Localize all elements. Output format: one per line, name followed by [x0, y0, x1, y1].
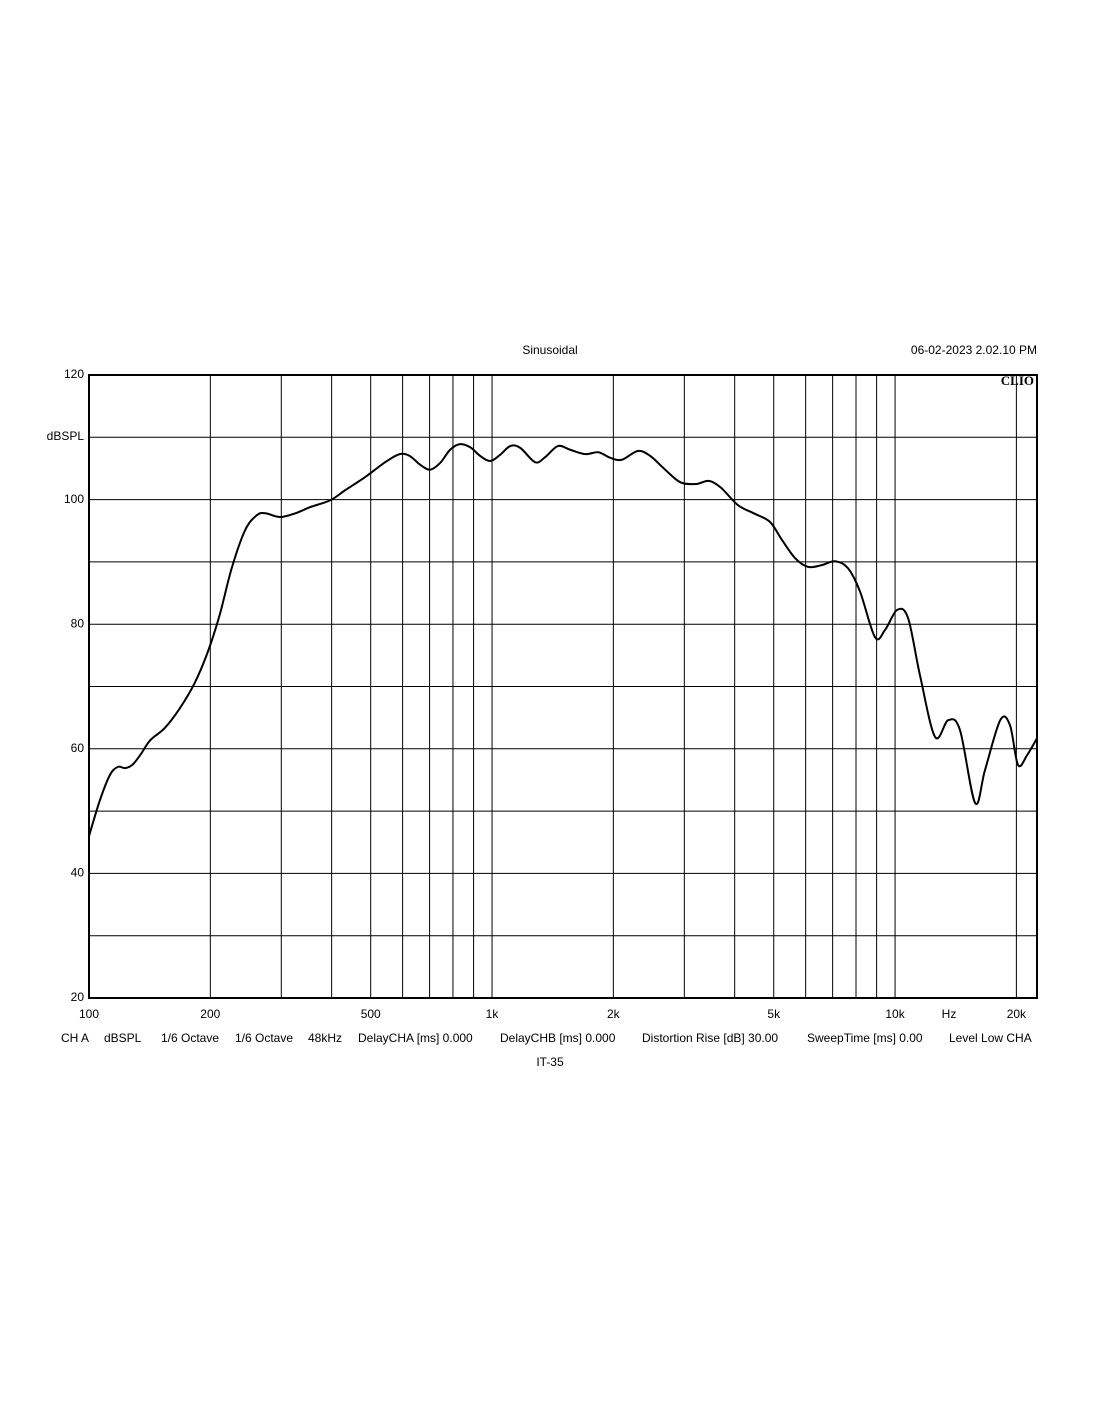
chart-title: Sinusoidal — [522, 343, 577, 357]
x-tick-label: 20k — [1007, 1007, 1027, 1021]
footer-item: dBSPL — [104, 1031, 142, 1045]
footer-item: Distortion Rise [dB] 30.00 — [642, 1031, 778, 1045]
y-tick-label: 40 — [71, 866, 85, 880]
x-tick-label: 10k — [885, 1007, 905, 1021]
plot-frame — [88, 374, 1038, 999]
y-tick-label: 100 — [64, 492, 84, 506]
x-tick-label: 100 — [79, 1007, 99, 1021]
footer-item: Level Low CHA — [949, 1031, 1032, 1045]
x-tick-label: 200 — [200, 1007, 220, 1021]
footer-item: CH A — [61, 1031, 89, 1045]
bottom-subtitle: IT-35 — [536, 1055, 564, 1069]
y-tick-label: 60 — [71, 741, 85, 755]
x-tick-label: 500 — [361, 1007, 381, 1021]
footer-item: SweepTime [ms] 0.00 — [807, 1031, 923, 1045]
footer-item: 1/6 Octave — [161, 1031, 219, 1045]
y-tick-label: 120 — [64, 367, 84, 381]
response-curve — [88, 443, 1038, 837]
x-tick-label: 2k — [607, 1007, 621, 1021]
footer-item: 1/6 Octave — [235, 1031, 293, 1045]
y-tick-label: 20 — [71, 990, 85, 1004]
logo: CLIO — [1001, 373, 1034, 388]
y-tick-label: 80 — [71, 616, 85, 630]
x-tick-label: 1k — [486, 1007, 500, 1021]
x-tick-label: 5k — [767, 1007, 781, 1021]
x-axis-label: Hz — [942, 1007, 957, 1021]
y-axis-label: dBSPL — [47, 429, 85, 443]
footer-item: DelayCHB [ms] 0.000 — [500, 1031, 616, 1045]
footer-item: 48kHz — [308, 1031, 342, 1045]
footer-item: DelayCHA [ms] 0.000 — [358, 1031, 473, 1045]
timestamp: 06-02-2023 2.02.10 PM — [911, 343, 1037, 357]
